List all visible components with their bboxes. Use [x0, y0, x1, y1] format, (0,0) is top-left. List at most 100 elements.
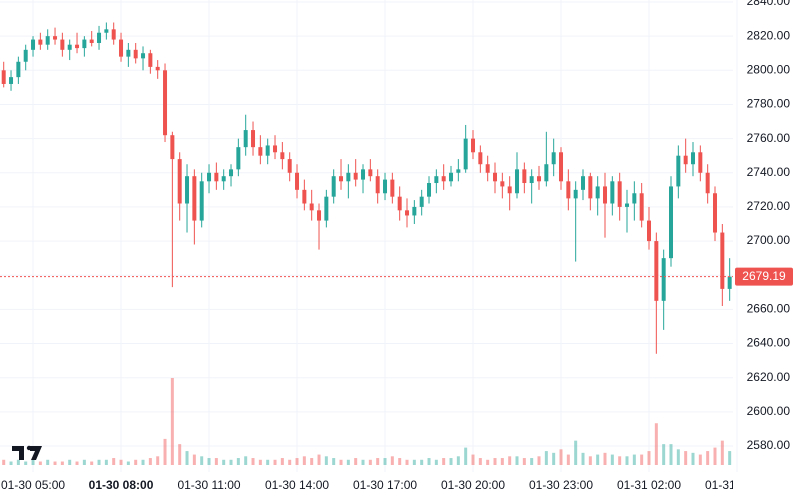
candle-body	[610, 181, 615, 204]
volume-bar	[698, 454, 702, 465]
candle-body	[500, 181, 505, 187]
candle-body	[111, 29, 116, 40]
candle-body	[647, 220, 652, 242]
candle-body	[507, 186, 512, 194]
x-tick-label: 01-31 02:00	[617, 478, 681, 492]
candle-body	[551, 152, 556, 165]
volume-bar	[434, 459, 438, 465]
x-tick-label: 01-30 14:00	[265, 478, 329, 492]
y-tick-label: 2800.00	[747, 62, 791, 76]
candle-body	[207, 172, 212, 182]
candle-body	[38, 39, 43, 45]
volume-bar	[251, 458, 255, 465]
candle-body	[60, 39, 65, 50]
x-tick-label: 01-30 08:00	[89, 478, 154, 492]
candle-body	[251, 130, 256, 148]
volume-bar	[207, 458, 211, 465]
volume-bar	[200, 456, 204, 465]
candle-body	[485, 164, 490, 173]
candle-body	[478, 152, 483, 165]
volume-bar	[610, 454, 614, 465]
candle-body	[588, 176, 593, 199]
volume-bar	[16, 459, 20, 465]
candle-body	[23, 49, 28, 62]
candle-body	[427, 183, 432, 197]
candle-body	[529, 176, 534, 184]
candle-body	[471, 138, 476, 153]
candle-body	[1, 70, 6, 84]
volume-bar	[332, 458, 336, 465]
candle-body	[170, 135, 175, 160]
volume-bar	[559, 449, 563, 465]
volume-bar	[46, 459, 50, 465]
candle-body	[654, 241, 659, 301]
volume-bar	[273, 459, 277, 465]
volume-bar	[478, 458, 482, 465]
volume-bar	[442, 458, 446, 465]
volume-bar	[170, 378, 174, 465]
volume-bar	[537, 456, 541, 465]
candle-body	[104, 29, 109, 33]
volume-bar	[522, 458, 526, 465]
volume-bar	[178, 444, 182, 465]
volume-bar	[90, 461, 94, 465]
volume-bar	[596, 454, 600, 465]
y-tick-label: 2760.00	[747, 131, 791, 145]
candle-body	[243, 130, 248, 148]
candle-body	[632, 193, 637, 204]
volume-bar	[339, 459, 343, 465]
volume-bar	[471, 454, 475, 465]
volume-bar	[456, 456, 460, 465]
volume-bar	[302, 456, 306, 465]
y-tick-label: 2700.00	[747, 233, 791, 247]
volume-bar	[493, 458, 497, 465]
volume-bar	[148, 458, 152, 465]
volume-bar	[97, 459, 101, 465]
volume-bar	[691, 452, 695, 465]
candle-body	[214, 172, 219, 182]
volume-bar	[552, 452, 556, 465]
volume-bar	[324, 456, 328, 465]
volume-bar	[640, 454, 644, 465]
volume-bar	[405, 459, 409, 465]
candle-body	[456, 169, 461, 173]
volume-bar	[669, 444, 673, 465]
candle-body	[97, 32, 102, 43]
y-tick-label: 2600.00	[747, 404, 791, 418]
candle-body	[309, 203, 314, 211]
candle-body	[603, 186, 608, 204]
volume-bar	[82, 459, 86, 465]
candle-body	[713, 193, 718, 233]
candle-body	[16, 61, 21, 78]
last-price-box	[735, 267, 793, 286]
volume-bar	[581, 452, 585, 465]
candle-body	[361, 169, 366, 180]
volume-bar	[134, 459, 138, 465]
volume-bar	[295, 458, 299, 465]
candle-body	[331, 176, 336, 197]
volume-bar	[24, 461, 28, 465]
candle-body	[324, 196, 329, 221]
candle-body	[676, 155, 681, 187]
candle-body	[258, 147, 263, 156]
volume-bar	[720, 440, 724, 465]
candle-body	[163, 70, 168, 136]
volume-bar	[566, 454, 570, 465]
candle-body	[573, 189, 578, 199]
x-tick-label: 01-31 05:00	[705, 478, 769, 492]
candle-body	[449, 172, 454, 182]
y-tick-label: 2640.00	[747, 336, 791, 350]
volume-bar	[625, 456, 629, 465]
volume-bar	[676, 449, 680, 465]
y-tick-label: 2820.00	[747, 28, 791, 42]
volume-bar	[244, 456, 248, 465]
candle-body	[559, 152, 564, 182]
candle-body	[119, 39, 124, 57]
volume-bar	[126, 461, 130, 465]
y-tick-label: 2720.00	[747, 199, 791, 213]
candle-body	[493, 172, 498, 182]
candle-body	[155, 66, 160, 71]
candle-body	[45, 36, 50, 45]
candle-body	[720, 232, 725, 289]
volume-bar	[713, 447, 717, 465]
